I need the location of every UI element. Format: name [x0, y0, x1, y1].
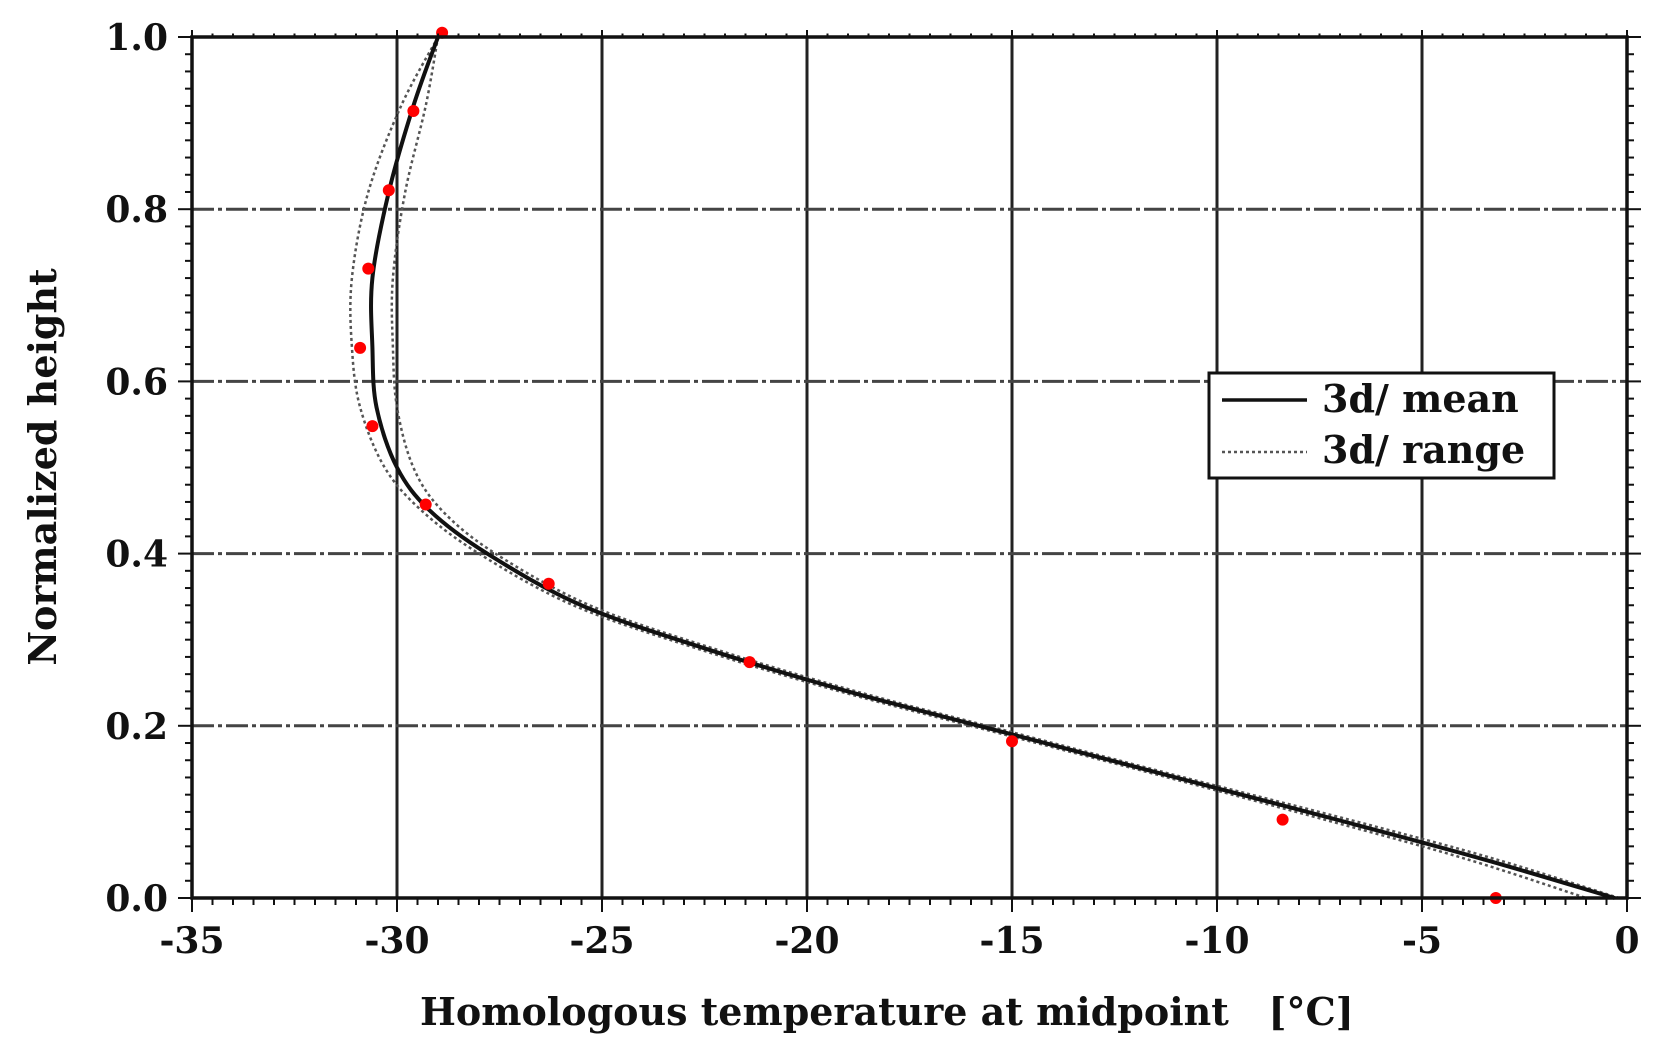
y-tick-label: 0.6	[105, 361, 168, 403]
marker-point	[354, 341, 367, 354]
y-tick-label: 0.4	[105, 534, 168, 576]
legend: 3d/ mean 3d/ range	[1207, 371, 1556, 480]
x-tick-label: -20	[774, 920, 839, 962]
marker-point	[366, 420, 379, 433]
legend-box	[1207, 371, 1556, 480]
x-tick-label: 0	[1614, 920, 1639, 962]
x-tick-label: -5	[1402, 920, 1442, 962]
series-range-lower-line	[349, 36, 1587, 900]
marker-point	[743, 656, 756, 669]
marker-point	[542, 577, 555, 590]
axis-ticks: -35 -30 -25 -20 -15 -10 -5 0 0.0 0.2 0.4 0.6 0.8 1.0	[105, 17, 1641, 962]
marker-point	[382, 184, 395, 197]
legend-label-mean: 3d/ mean	[1322, 376, 1519, 421]
marker-point	[1276, 813, 1289, 826]
marker-point	[362, 262, 375, 275]
marker-point	[407, 105, 420, 118]
series-layer	[349, 26, 1620, 904]
legend-label-range: 3d/ range	[1322, 427, 1525, 472]
marker-point	[419, 498, 432, 511]
x-tick-label: -10	[1184, 920, 1249, 962]
y-tick-label: 0.0	[105, 878, 168, 920]
x-tick-label: -30	[364, 920, 429, 962]
series-range-upper-line	[390, 36, 1620, 900]
x-axis-title: Homologous temperature at midpoint [°C]	[420, 989, 1354, 1034]
y-axis-title: Normalized height	[20, 268, 65, 666]
marker-point	[1006, 735, 1018, 748]
x-tick-label: -35	[159, 920, 224, 962]
y-tick-label: 0.8	[105, 189, 168, 231]
y-tick-label: 1.0	[105, 17, 168, 59]
y-tick-label: 0.2	[105, 706, 168, 748]
x-tick-label: -15	[979, 920, 1044, 962]
series-mean-line	[369, 36, 1616, 900]
x-tick-label: -25	[569, 920, 634, 962]
